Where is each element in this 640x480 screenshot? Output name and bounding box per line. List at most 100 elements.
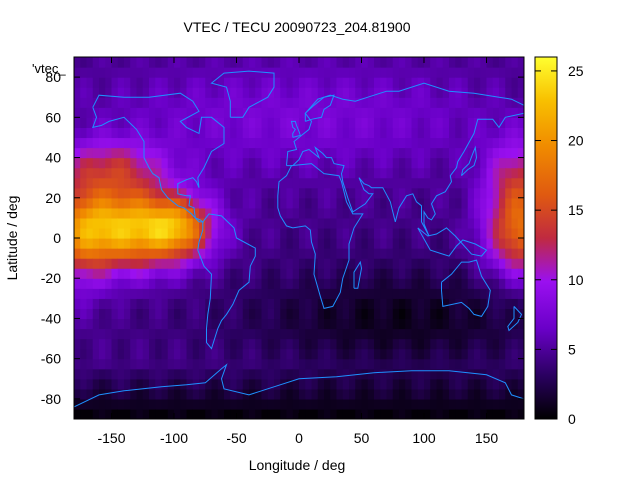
heatmap-cell xyxy=(111,288,119,299)
heatmap-cell xyxy=(186,107,194,118)
heatmap-cell xyxy=(155,97,163,108)
heatmap-cell xyxy=(249,318,256,330)
heatmap-cell xyxy=(442,238,450,249)
heatmap-cell xyxy=(505,87,513,98)
heatmap-cell xyxy=(374,238,381,249)
heatmap-cell xyxy=(361,338,369,350)
heatmap-cell xyxy=(449,278,456,289)
heatmap-cell xyxy=(330,328,338,340)
heatmap-cell xyxy=(511,207,519,219)
heatmap-cell xyxy=(386,227,394,239)
heatmap-cell xyxy=(474,87,481,98)
heatmap-cell xyxy=(374,87,381,98)
heatmap-cell xyxy=(486,227,494,239)
heatmap-cell xyxy=(324,258,331,269)
heatmap-cell xyxy=(186,87,194,98)
heatmap-cell xyxy=(130,127,138,139)
heatmap-cell xyxy=(167,217,175,229)
heatmap-cell xyxy=(142,348,150,360)
heatmap-cell xyxy=(330,408,338,419)
heatmap-cell xyxy=(155,227,163,239)
heatmap-cell xyxy=(242,258,250,269)
heatmap-cell xyxy=(286,398,294,410)
heatmap-cell xyxy=(130,348,138,360)
heatmap-cell xyxy=(167,338,175,350)
heatmap-cell xyxy=(336,298,344,309)
heatmap-cell xyxy=(111,227,119,239)
heatmap-cell xyxy=(349,97,356,108)
heatmap-cell xyxy=(486,378,494,390)
heatmap-cell xyxy=(161,177,169,189)
heatmap-cell xyxy=(286,177,294,189)
heatmap-cell xyxy=(367,97,375,108)
heatmap-cell xyxy=(149,398,156,410)
heatmap-cell xyxy=(430,368,438,380)
heatmap-cell xyxy=(317,388,325,400)
heatmap-cell xyxy=(105,137,113,149)
heatmap-cell xyxy=(124,67,131,78)
heatmap-cell xyxy=(424,57,431,68)
heatmap-cell xyxy=(230,358,238,370)
heatmap-cell xyxy=(367,388,375,400)
heatmap-cell xyxy=(155,348,163,360)
heatmap-cell xyxy=(486,388,494,400)
heatmap-cell xyxy=(436,217,444,229)
heatmap-cell xyxy=(492,368,500,380)
heatmap-cell xyxy=(199,57,206,68)
heatmap-cell xyxy=(461,67,469,78)
heatmap-cell xyxy=(461,187,469,199)
heatmap-cell xyxy=(436,308,444,320)
heatmap-cell xyxy=(199,127,206,139)
heatmap-cell xyxy=(199,97,206,108)
heatmap-cell xyxy=(92,248,100,259)
heatmap-cell xyxy=(380,187,388,199)
heatmap-cell xyxy=(330,368,338,380)
heatmap-cell xyxy=(267,238,275,249)
heatmap-cell xyxy=(511,227,519,239)
heatmap-cell xyxy=(417,177,425,189)
heatmap-cell xyxy=(211,207,219,219)
heatmap-cell xyxy=(424,288,431,299)
heatmap-cell xyxy=(480,97,488,108)
heatmap-cell xyxy=(380,308,388,320)
heatmap-cell xyxy=(117,378,125,390)
heatmap-cell xyxy=(367,117,375,128)
heatmap-cell xyxy=(86,127,94,139)
heatmap-cell xyxy=(86,398,94,410)
heatmap-cell xyxy=(286,67,294,78)
heatmap-cell xyxy=(105,348,113,360)
heatmap-cell xyxy=(80,157,88,169)
heatmap-cell xyxy=(324,137,331,149)
heatmap-cell xyxy=(411,268,419,279)
heatmap-cell xyxy=(205,117,213,128)
heatmap-cell xyxy=(130,117,138,128)
heatmap-cell xyxy=(511,278,519,289)
heatmap-cell xyxy=(186,97,194,108)
heatmap-cell xyxy=(224,147,231,159)
heatmap-cell xyxy=(324,207,331,219)
heatmap-cell xyxy=(299,268,306,279)
heatmap-cell xyxy=(505,318,513,330)
heatmap-cell xyxy=(486,248,494,259)
heatmap-cell xyxy=(480,318,488,330)
heatmap-cell xyxy=(167,97,175,108)
heatmap-cell xyxy=(236,177,244,189)
heatmap-cell xyxy=(149,117,156,128)
heatmap-cell xyxy=(342,57,350,68)
heatmap-cell xyxy=(111,207,119,219)
heatmap-cell xyxy=(442,358,450,370)
heatmap-cell xyxy=(274,227,281,239)
heatmap-cell xyxy=(242,358,250,370)
heatmap-cell xyxy=(492,57,500,68)
heatmap-cell xyxy=(317,358,325,370)
heatmap-cell xyxy=(417,318,425,330)
heatmap-cell xyxy=(405,338,413,350)
heatmap-cell xyxy=(255,398,263,410)
heatmap-cell xyxy=(192,388,200,400)
heatmap-cell xyxy=(180,177,188,189)
heatmap-cell xyxy=(292,137,300,149)
heatmap-cell xyxy=(386,388,394,400)
heatmap-cell xyxy=(180,388,188,400)
heatmap-cell xyxy=(261,338,269,350)
heatmap-cell xyxy=(105,338,113,350)
